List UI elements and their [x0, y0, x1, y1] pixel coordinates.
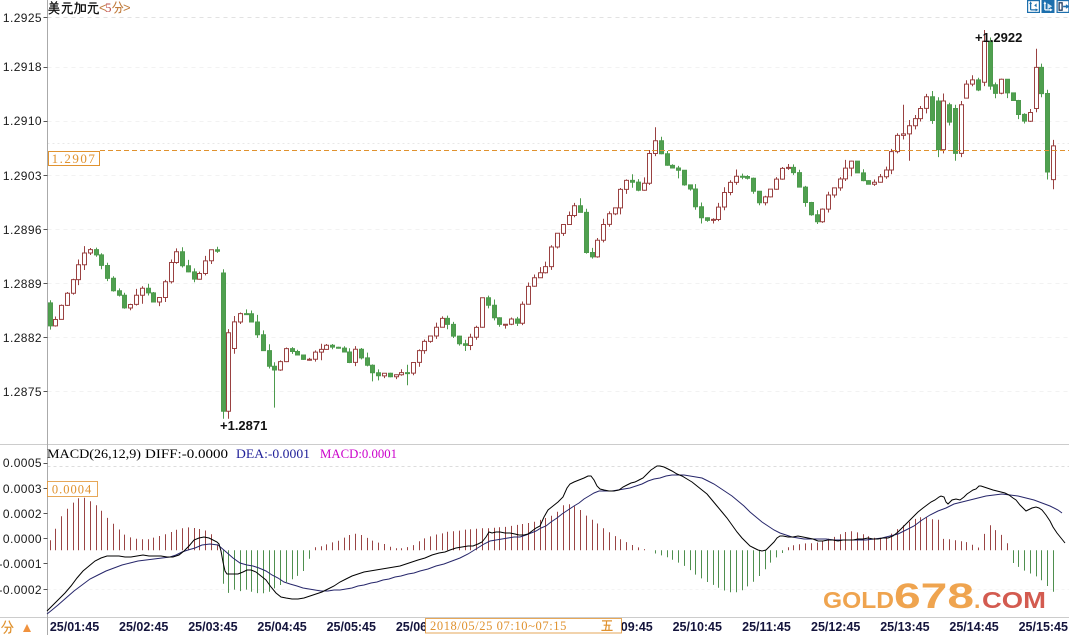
svg-text:25/10:45: 25/10:45	[673, 620, 722, 634]
svg-text:25/03:45: 25/03:45	[188, 620, 237, 634]
svg-text:1.2882: 1.2882	[3, 331, 42, 345]
svg-text:MACD(26,12,9): MACD(26,12,9)	[47, 446, 141, 461]
svg-text:>: >	[123, 0, 131, 15]
svg-text:COM: COM	[982, 587, 1046, 613]
svg-text:5: 5	[0, 621, 1, 635]
svg-text:5: 5	[105, 0, 112, 15]
svg-text:1.2875: 1.2875	[3, 385, 42, 399]
svg-text:1.2910: 1.2910	[3, 114, 42, 128]
svg-text:1.2889: 1.2889	[3, 277, 42, 291]
svg-text:+1.2922: +1.2922	[975, 30, 1022, 45]
svg-text:0.0004: 0.0004	[52, 483, 92, 497]
svg-text:1.2896: 1.2896	[3, 223, 42, 237]
svg-text:DIFF:-0.0000: DIFF:-0.0000	[145, 446, 228, 461]
svg-text:25/14:45: 25/14:45	[949, 620, 998, 634]
svg-text:25/04:45: 25/04:45	[257, 620, 306, 634]
svg-text:25/13:45: 25/13:45	[880, 620, 929, 634]
svg-text:1.2907: 1.2907	[52, 151, 97, 166]
svg-text:2018/05/25 07:10~07:15: 2018/05/25 07:10~07:15	[430, 619, 567, 633]
svg-text:GOLD: GOLD	[823, 587, 894, 613]
svg-text:25/01:45: 25/01:45	[50, 620, 99, 634]
svg-text:25/05:45: 25/05:45	[327, 620, 376, 634]
svg-text:+1.2871: +1.2871	[220, 418, 267, 433]
svg-text:DEA:-0.0001: DEA:-0.0001	[236, 446, 310, 461]
svg-text:25/11:45: 25/11:45	[742, 620, 791, 634]
svg-text:0.0005: 0.0005	[3, 456, 42, 470]
svg-text:.: .	[974, 587, 980, 613]
svg-text:25/02:45: 25/02:45	[119, 620, 168, 634]
svg-text:<: <	[99, 0, 107, 15]
svg-text:0.0003: 0.0003	[3, 482, 42, 496]
svg-text:0.0002: 0.0002	[3, 507, 42, 521]
svg-text:-0.0002: -0.0002	[0, 583, 42, 597]
svg-text:0.0000: 0.0000	[3, 532, 42, 546]
svg-text:1.2925: 1.2925	[3, 11, 42, 25]
svg-text:1.2903: 1.2903	[3, 169, 42, 183]
svg-text:25/12:45: 25/12:45	[811, 620, 860, 634]
svg-text:1.2918: 1.2918	[3, 60, 42, 74]
svg-text:25/15:45: 25/15:45	[1019, 620, 1068, 634]
svg-text:MACD:0.0001: MACD:0.0001	[320, 446, 397, 461]
svg-text:-0.0001: -0.0001	[0, 557, 42, 571]
svg-text:678: 678	[894, 577, 974, 616]
